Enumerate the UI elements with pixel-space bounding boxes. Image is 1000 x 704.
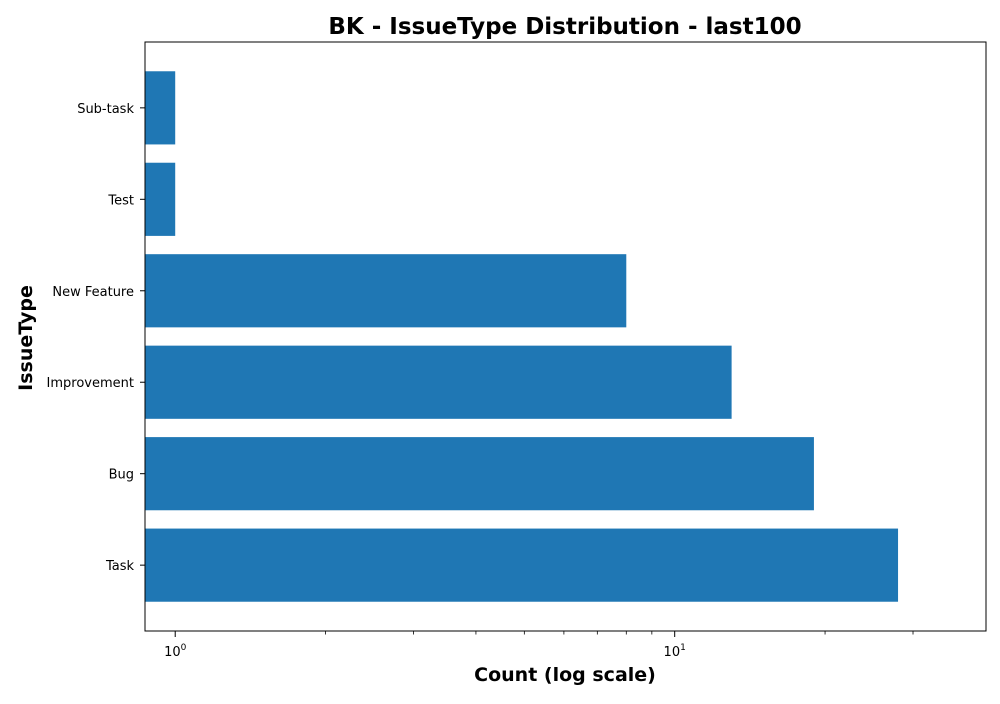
bar-sub-task	[145, 71, 176, 145]
bar-task	[145, 528, 899, 602]
y-tick-label-improvement: Improvement	[47, 376, 134, 391]
y-tick-label-new-feature: New Feature	[52, 285, 134, 300]
chart-title: BK - IssueType Distribution - last100	[328, 14, 801, 40]
y-tick-label-sub-task: Sub-task	[77, 102, 134, 117]
bar-bug	[145, 437, 814, 511]
bar-improvement	[145, 345, 732, 419]
plot-frame	[144, 41, 987, 632]
x-axis: 100 101	[164, 631, 914, 660]
x-tick-label: 101	[664, 643, 686, 660]
y-tick-label-task: Task	[105, 559, 135, 574]
bars-group	[145, 71, 899, 602]
y-tick-label-test: Test	[107, 193, 134, 208]
bar-new-feature	[145, 254, 627, 328]
x-axis-label: Count (log scale)	[474, 664, 656, 686]
bar-test	[145, 162, 176, 236]
y-axis-label: IssueType	[15, 285, 37, 391]
y-axis: Task Bug Improvement New Feature Test Sub-tas…	[47, 102, 145, 574]
y-tick-label-bug: Bug	[109, 468, 134, 483]
x-tick-label: 100	[164, 643, 187, 660]
